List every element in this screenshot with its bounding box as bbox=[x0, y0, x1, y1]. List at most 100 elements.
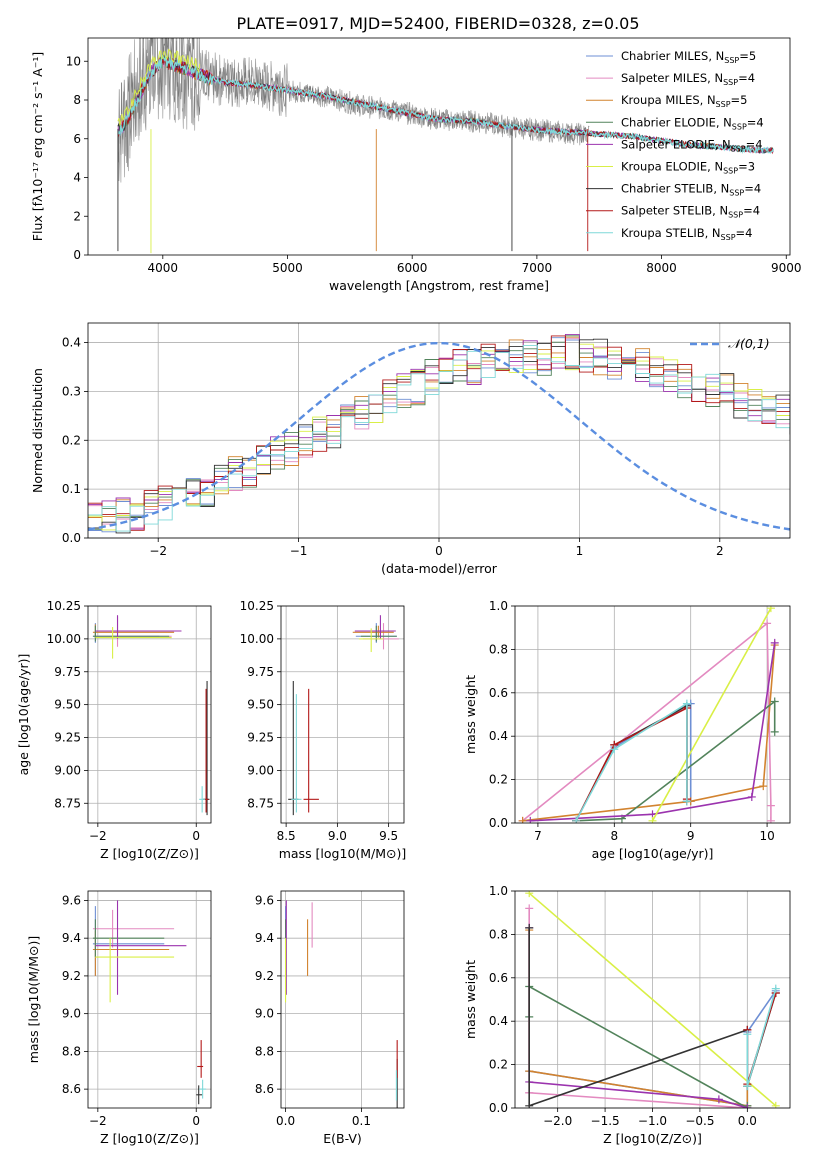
y-tick-label: 9.00 bbox=[54, 763, 81, 777]
weight-marker bbox=[770, 697, 779, 706]
legend-label-0: Chabrier MILES, NSSP=5 bbox=[621, 49, 756, 65]
weight-line-4 bbox=[530, 642, 776, 822]
x-tick-label: 0 bbox=[192, 1114, 200, 1128]
weight-marker bbox=[525, 1101, 534, 1108]
y-tick-label: 9.0 bbox=[62, 1007, 81, 1021]
plot-area-weight_vs_age bbox=[518, 606, 779, 823]
figure-title: PLATE=0917, MJD=52400, FIBERID=0328, z=0… bbox=[236, 14, 639, 33]
weight-marker bbox=[572, 816, 581, 823]
x-tick-label: −2.0 bbox=[543, 1114, 572, 1128]
panel-residuals: −2 −1 0 1 2 0.0 0.1 0.2 0.3 0.4 (data-model)/error… bbox=[30, 322, 791, 576]
errorbar-series-6 bbox=[196, 1085, 203, 1105]
y-tick-label: 9.6 bbox=[62, 893, 81, 907]
y-tick-label: 0.0 bbox=[489, 816, 508, 830]
plot-area-mass_vs_Z bbox=[92, 900, 207, 1105]
y-tick-label: 0.0 bbox=[489, 1101, 508, 1115]
weight-marker bbox=[525, 891, 534, 898]
weight-marker bbox=[743, 1082, 752, 1091]
y-axis-label: Normed distribution bbox=[30, 368, 45, 493]
errorbar-series-4 bbox=[95, 900, 187, 995]
errorbar-series-0 bbox=[92, 623, 160, 643]
y-tick-label: 9.00 bbox=[247, 763, 274, 777]
x-tick-label: 9.5 bbox=[379, 829, 398, 843]
weight-marker bbox=[525, 904, 534, 913]
histogram-series-0 bbox=[88, 337, 790, 533]
weight-marker bbox=[763, 619, 772, 628]
plot-area-age_vs_Z bbox=[92, 615, 210, 816]
errorbar-series-5 bbox=[95, 938, 175, 1003]
weight-marker bbox=[526, 816, 535, 823]
errorbar-series-1 bbox=[92, 909, 175, 948]
errorbar-series-7 bbox=[203, 688, 209, 813]
y-tick-label: 0 bbox=[73, 248, 81, 262]
axes-frame bbox=[87, 322, 791, 539]
errorbar-series-8 bbox=[199, 786, 206, 813]
x-tick-label: 2 bbox=[716, 544, 724, 558]
plot-area-spectrum bbox=[117, 38, 774, 254]
panel-weight_vs_Z: −2.0 −1.5 −1.0 −0.5 0.0 0.0 0.2 0.4 0.6 0.8 1.0 Z [… bbox=[463, 884, 791, 1146]
panel-mass_vs_ebv: 0.0 0.1 8.6 8.8 9.0 9.2 9.4 9.6 E(B-V) bbox=[255, 890, 405, 1146]
legend-label-4: Salpeter ELODIE, NSSP=4 bbox=[621, 137, 763, 153]
y-tick-label: 9.25 bbox=[54, 731, 81, 745]
weight-marker bbox=[766, 816, 775, 823]
legend-label-3: Chabrier ELODIE, NSSP=4 bbox=[621, 115, 764, 131]
x-tick-label: −0.5 bbox=[685, 1114, 714, 1128]
legend-label-5: Kroupa ELODIE, NSSP=3 bbox=[621, 160, 755, 176]
y-tick-label: 8.75 bbox=[54, 796, 81, 810]
x-tick-label: −1.5 bbox=[591, 1114, 620, 1128]
legend: Chabrier MILES, NSSP=5 Salpeter MILES, NS… bbox=[586, 49, 764, 242]
x-tick-label: 8 bbox=[610, 829, 618, 843]
x-tick-label: 6000 bbox=[397, 261, 428, 275]
weight-line-8 bbox=[575, 702, 688, 822]
histogram-series-8 bbox=[88, 344, 790, 532]
histogram-series-1 bbox=[88, 338, 790, 529]
y-tick-label: 0.6 bbox=[489, 686, 508, 700]
weight-marker bbox=[747, 792, 756, 801]
weight-line-5 bbox=[651, 607, 772, 822]
y-axis-label: mass [log10(M/M⊙)] bbox=[26, 936, 41, 1064]
weight-line-1 bbox=[528, 908, 748, 1108]
errorbar-series-8 bbox=[199, 1079, 207, 1099]
x-tick-label: 9 bbox=[687, 829, 695, 843]
y-tick-label: 10.25 bbox=[47, 599, 81, 613]
y-tick-label: 8.6 bbox=[62, 1082, 81, 1096]
y-tick-label: 9.75 bbox=[247, 665, 274, 679]
panel-spectrum: 4000 5000 6000 7000 8000 9000 0 2 4 6 8 10 wavelengt… bbox=[30, 37, 802, 293]
errorbar-series-8 bbox=[291, 694, 302, 813]
x-axis-label: wavelength [Angstrom, rest frame] bbox=[329, 278, 549, 293]
x-tick-label: −2 bbox=[89, 829, 107, 843]
y-axis-label: age [log10(age/yr)] bbox=[16, 654, 31, 776]
y-axis-label: Flux [fλ10⁻¹⁷ erg cm⁻² s⁻¹ A⁻¹] bbox=[30, 52, 45, 241]
errorbar-series-5 bbox=[95, 627, 172, 659]
y-tick-label: 9.2 bbox=[255, 969, 274, 983]
y-axis-label: mass weight bbox=[463, 675, 478, 754]
y-tick-label: 0.0 bbox=[62, 531, 81, 545]
weight-marker bbox=[743, 1104, 752, 1108]
weight-marker bbox=[682, 797, 691, 806]
normal-curve bbox=[88, 341, 790, 531]
legend-label-7: Salpeter STELIB, NSSP=4 bbox=[621, 204, 760, 220]
x-axis-label: mass [log10(M/M⊙)] bbox=[279, 846, 407, 861]
y-tick-label: 4 bbox=[73, 171, 81, 185]
errorbar-series-1 bbox=[95, 616, 172, 647]
y-tick-label: 0.2 bbox=[62, 433, 81, 447]
errorbar-series-7 bbox=[197, 1040, 204, 1078]
x-tick-label: 0 bbox=[192, 829, 200, 843]
axes-frame bbox=[87, 890, 212, 1109]
weight-marker bbox=[766, 801, 775, 810]
weight-marker bbox=[682, 699, 691, 708]
plot-area-mass_vs_ebv bbox=[285, 900, 398, 1108]
weight-line-2 bbox=[522, 645, 776, 822]
legend-label-2: Kroupa MILES, NSSP=5 bbox=[621, 93, 747, 109]
x-tick-label: −1.0 bbox=[638, 1114, 667, 1128]
weight-line-5 bbox=[528, 892, 777, 1107]
y-tick-label: 0.4 bbox=[62, 336, 81, 350]
legend-label-normal: 𝒩(0,1) bbox=[728, 336, 770, 351]
weight-marker bbox=[610, 745, 619, 754]
y-tick-label: 9.0 bbox=[255, 1007, 274, 1021]
x-tick-label: 4000 bbox=[148, 261, 179, 275]
y-tick-label: 9.6 bbox=[255, 893, 274, 907]
x-axis-label: Z [log10(Z/Z⊙)] bbox=[100, 846, 199, 861]
y-tick-label: 9.2 bbox=[62, 969, 81, 983]
errorbar-series-5 bbox=[358, 628, 384, 653]
